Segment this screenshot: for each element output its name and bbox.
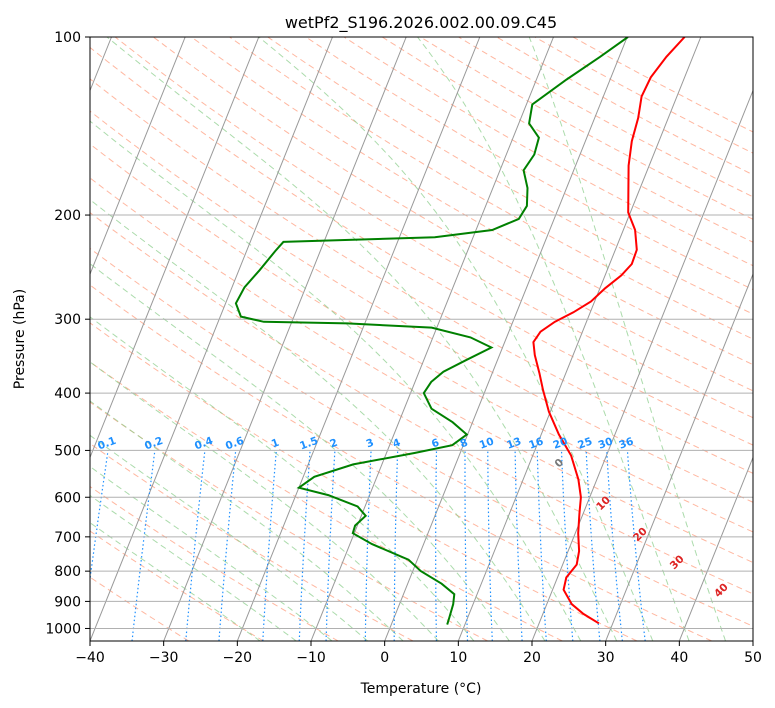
isotherm [531, 89, 753, 641]
moist-adiabat [528, 37, 727, 641]
mixing-ratio-label: 6 [430, 437, 441, 451]
y-tick-label: 1000 [45, 621, 81, 637]
moist-adiabat [90, 465, 333, 641]
isopleth-labels: -100-90-80-70-60-50-40-30-20-10010203040… [96, 435, 731, 600]
mixing-ratio-line [185, 450, 206, 641]
isotherm [384, 37, 628, 641]
mixing-ratio-label: 25 [576, 435, 594, 451]
mixing-ratio-label: 0.2 [143, 435, 165, 453]
mixing-ratio-line [626, 450, 646, 641]
dewpoint-line [234, 37, 629, 625]
moist-adiabat [90, 199, 546, 641]
moist-adiabat [90, 361, 439, 641]
dry-adiabat [267, 37, 753, 315]
x-tick-label: 50 [744, 650, 762, 666]
y-tick-label: 800 [54, 564, 81, 580]
mixing-ratio-label: 36 [617, 435, 635, 451]
x-tick-label: 30 [597, 650, 615, 666]
mixing-ratio-label: 0.1 [96, 435, 118, 453]
dry-adiabat [152, 37, 753, 392]
pressure-gridlines [90, 37, 753, 629]
y-axis-label: Pressure (hPa) [12, 289, 28, 389]
moist-adiabat [90, 522, 261, 641]
data-series [234, 37, 686, 625]
isotherm [90, 37, 333, 641]
moist-adiabat [90, 120, 582, 641]
dry-adiabat [305, 37, 753, 291]
x-tick-label: −30 [149, 650, 179, 666]
moist-adiabat [90, 263, 510, 641]
mixing-ratio-label: 4 [391, 437, 402, 451]
moist-adiabat [258, 37, 654, 641]
y-tick-label: 300 [54, 312, 81, 328]
y-axis-ticks: 100 200 300 400 500 600 700 800 900 1000 [45, 30, 90, 637]
isotherm [605, 272, 753, 641]
dry-adiabat [90, 401, 488, 641]
temperature-line [532, 37, 686, 625]
isotherm [90, 37, 260, 459]
x-axis-label: Temperature (°C) [360, 681, 482, 697]
chart-title: wetPf2_S196.2026.002.00.09.C45 [285, 13, 557, 33]
mixing-ratio-label: 1.5 [298, 435, 320, 453]
mixing-ratio-label: 0.4 [193, 435, 215, 453]
plot-frame [89, 36, 754, 642]
y-tick-label: 100 [54, 30, 81, 46]
y-tick-label: 900 [54, 594, 81, 610]
dry-adiabat [90, 322, 638, 641]
moist-adiabat [106, 37, 618, 641]
x-tick-label: −40 [75, 650, 105, 666]
dry-adiabat [90, 284, 712, 641]
moist-adiabat [90, 400, 404, 641]
dry-adiabat [90, 212, 753, 595]
dry-adiabat [90, 247, 753, 627]
dry-adiabat [90, 143, 753, 533]
y-tick-label: 200 [54, 208, 81, 224]
isotherm [236, 37, 481, 641]
mixing-ratio-line [131, 450, 156, 641]
moist-adiabat [90, 494, 297, 641]
dry-adiabat [114, 37, 753, 419]
mixing-ratio-label: 10 [478, 435, 496, 451]
mixing-ratio-label: 3 [365, 437, 376, 451]
dry-adiabat [90, 110, 753, 503]
x-tick-label: −20 [223, 650, 253, 666]
x-axis-ticks: −40 −30 −20 −10 0 10 20 30 40 50 [75, 641, 762, 666]
mixing-ratio-line [90, 450, 109, 583]
mixing-ratio-label: 2 [328, 437, 339, 451]
isotherm [310, 37, 554, 641]
mixing-ratio-label: 16 [527, 435, 545, 451]
x-tick-label: 0 [380, 650, 389, 666]
isotherm [457, 37, 702, 641]
dry-adiabat [90, 530, 264, 641]
isotherm [163, 37, 407, 641]
background-lines [90, 37, 753, 641]
mixing-ratio-label: 0.6 [224, 435, 246, 453]
mixing-ratio-label: 13 [505, 435, 523, 451]
y-tick-label: 700 [54, 530, 81, 546]
x-tick-label: 40 [670, 650, 688, 666]
y-tick-label: 400 [54, 386, 81, 402]
mixing-ratio-label: 30 [597, 435, 615, 451]
x-tick-label: 20 [523, 650, 541, 666]
mixing-ratio-label: 1 [270, 437, 281, 451]
isotherm [90, 37, 186, 276]
y-tick-label: 600 [54, 490, 81, 506]
dry-adiabat [90, 361, 563, 641]
moist-adiabat [417, 37, 690, 641]
isotherm [678, 456, 753, 641]
moist-adiabat [90, 316, 475, 641]
mixing-ratio-label: 20 [552, 435, 570, 451]
dry-adiabat [90, 485, 339, 641]
y-tick-label: 500 [54, 443, 81, 459]
x-tick-label: −10 [296, 650, 326, 666]
mixing-ratio-label: 8 [459, 437, 470, 451]
x-tick-label: 10 [449, 650, 467, 666]
